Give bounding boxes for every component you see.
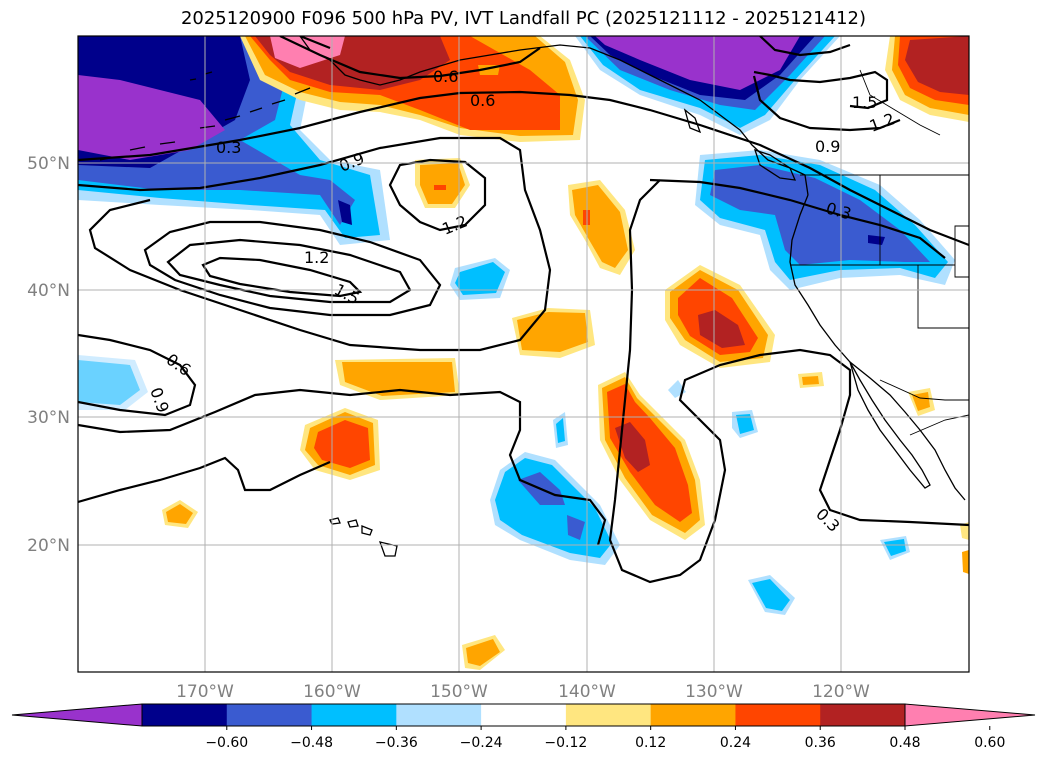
lon-tick-label: 150°W — [430, 682, 488, 702]
lon-tick-label: 140°W — [558, 682, 616, 702]
map-title: 2025120900 F096 500 hPa PV, IVT Landfall… — [180, 8, 867, 29]
colorbar-tick-label: −0.60 — [205, 735, 248, 751]
colorbar-extend-min — [11, 703, 143, 727]
contour-label: 0.6 — [470, 91, 495, 110]
contour-label: 0.3 — [216, 138, 241, 157]
colorbar-segment — [311, 704, 397, 726]
lon-tick-label: 130°W — [685, 682, 743, 702]
plot-frame — [77, 35, 970, 673]
contour-label: 0.9 — [815, 137, 840, 156]
colorbar-tick-label: 0.48 — [889, 735, 920, 751]
lon-tick-label: 120°W — [812, 682, 870, 702]
colorbar-extend-max — [904, 703, 1036, 727]
colorbar-tick-label: −0.12 — [544, 735, 587, 751]
colorbar-segment — [142, 704, 228, 726]
contour-label: 1.5 — [852, 93, 877, 112]
colorbar-segment — [735, 704, 821, 726]
colorbar-tick-label: 0.60 — [974, 735, 1005, 751]
lon-axis: 170°W 160°W 150°W 140°W 130°W 120°W — [176, 682, 870, 702]
colorbar-segment — [565, 704, 652, 726]
gridlines — [78, 36, 969, 672]
colorbar: −0.60 −0.48 −0.36 −0.24 −0.12 0.12 0.24 0.36 0.4… — [11, 703, 1036, 751]
colorbar-segment — [396, 704, 482, 726]
colorbar-segment — [226, 704, 313, 726]
lat-tick-label: 20°N — [27, 536, 70, 556]
colorbar-tick-label: 0.12 — [635, 735, 666, 751]
lat-axis: 50°N 40°N 30°N 20°N — [27, 154, 70, 556]
map-plot-area: 0.6 0.6 0.9 1.2 1.2 1.5 0.3 0.6 0.9 0.9 … — [78, 36, 969, 672]
colorbar-segment — [820, 704, 906, 726]
lat-tick-label: 50°N — [27, 154, 70, 174]
colorbar-tick-label: −0.24 — [460, 735, 503, 751]
colorbar-tick-label: 0.36 — [805, 735, 836, 751]
colorbar-tick-label: −0.36 — [375, 735, 418, 751]
ivt-contours — [78, 36, 969, 584]
colorbar-tick-label: −0.48 — [290, 735, 333, 751]
contour-label: 0.6 — [433, 67, 458, 86]
contour-label: 1.2 — [304, 248, 329, 267]
colorbar-frame — [141, 703, 906, 727]
lat-tick-label: 40°N — [27, 281, 70, 301]
colorbar-segment — [650, 704, 736, 726]
lon-tick-label: 170°W — [176, 682, 234, 702]
colorbar-tick-label: 0.24 — [720, 735, 751, 751]
colorbar-segment — [481, 704, 567, 726]
lat-tick-label: 30°N — [27, 408, 70, 428]
lon-tick-label: 160°W — [303, 682, 361, 702]
